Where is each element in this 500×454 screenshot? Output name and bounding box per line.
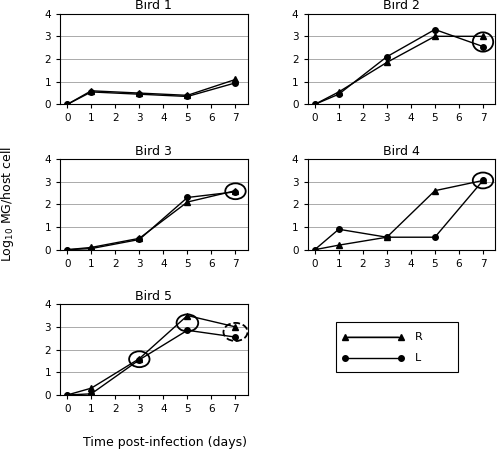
Text: L: L: [414, 353, 420, 363]
Text: R: R: [414, 332, 422, 342]
Title: Bird 2: Bird 2: [383, 0, 420, 12]
Text: Log$_{10}$ MG/host cell: Log$_{10}$ MG/host cell: [0, 146, 16, 262]
Title: Bird 3: Bird 3: [136, 145, 172, 158]
Title: Bird 1: Bird 1: [136, 0, 172, 12]
Title: Bird 4: Bird 4: [383, 145, 420, 158]
Bar: [336, 322, 458, 372]
Text: Time post-infection (days): Time post-infection (days): [83, 436, 247, 449]
Title: Bird 5: Bird 5: [135, 290, 172, 303]
